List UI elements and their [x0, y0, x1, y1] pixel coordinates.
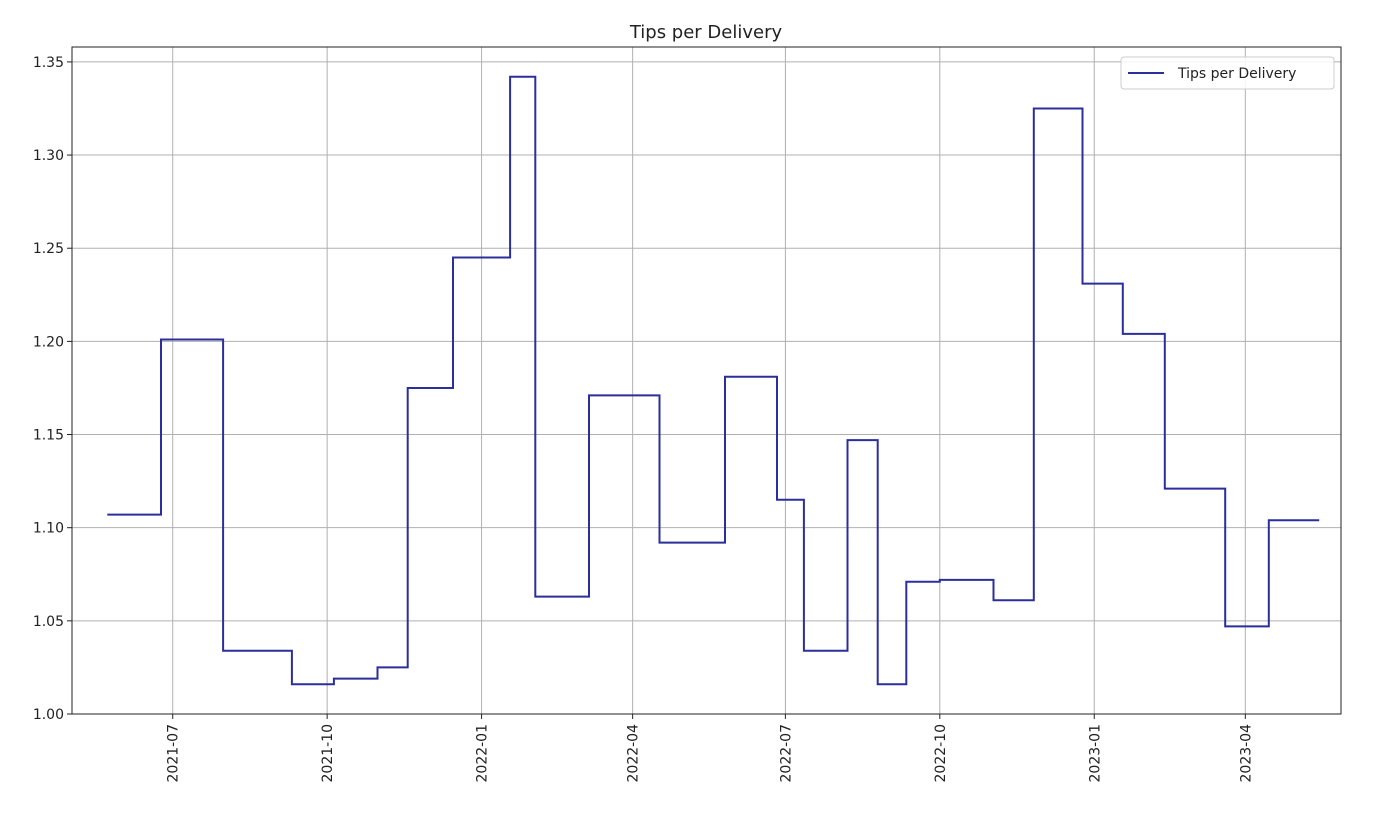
x-tick-label: 2022-01: [475, 724, 491, 783]
grid: [72, 47, 1341, 715]
y-tick-label: 1.00: [33, 707, 64, 723]
y-axis: 1.00 1.05 1.10 1.15 1.20 1.25 1.30 1.35: [33, 55, 72, 723]
series-line: [107, 75, 1320, 686]
y-tick-label: 1.35: [33, 55, 64, 71]
series-layer: [107, 75, 1320, 686]
y-tick-label: 1.05: [33, 614, 64, 630]
y-tick-label: 1.30: [33, 148, 64, 164]
y-tick-label: 1.10: [33, 521, 64, 537]
x-tick-label: 2021-10: [320, 724, 336, 783]
legend: Tips per Delivery: [1120, 56, 1335, 90]
y-tick-label: 1.15: [33, 428, 64, 444]
y-tick-label: 1.20: [33, 334, 64, 350]
x-tick-label: 2022-10: [933, 724, 949, 783]
x-tick-label: 2021-07: [166, 724, 182, 783]
x-axis: 2021-07 2021-10 2022-01 2022-04 2022-07 2022-…: [166, 714, 1254, 783]
x-tick-label: 2022-04: [626, 724, 642, 783]
plot-area-frame: [71, 46, 1342, 715]
chart-title: Tips per Delivery: [629, 22, 783, 43]
legend-label: Tips per Delivery: [1177, 66, 1296, 82]
x-tick-label: 2022-07: [778, 724, 794, 783]
legend-box: [1120, 56, 1335, 90]
y-tick-label: 1.25: [33, 241, 64, 257]
x-tick-label: 2023-04: [1238, 724, 1254, 783]
x-tick-label: 2023-01: [1087, 724, 1103, 783]
